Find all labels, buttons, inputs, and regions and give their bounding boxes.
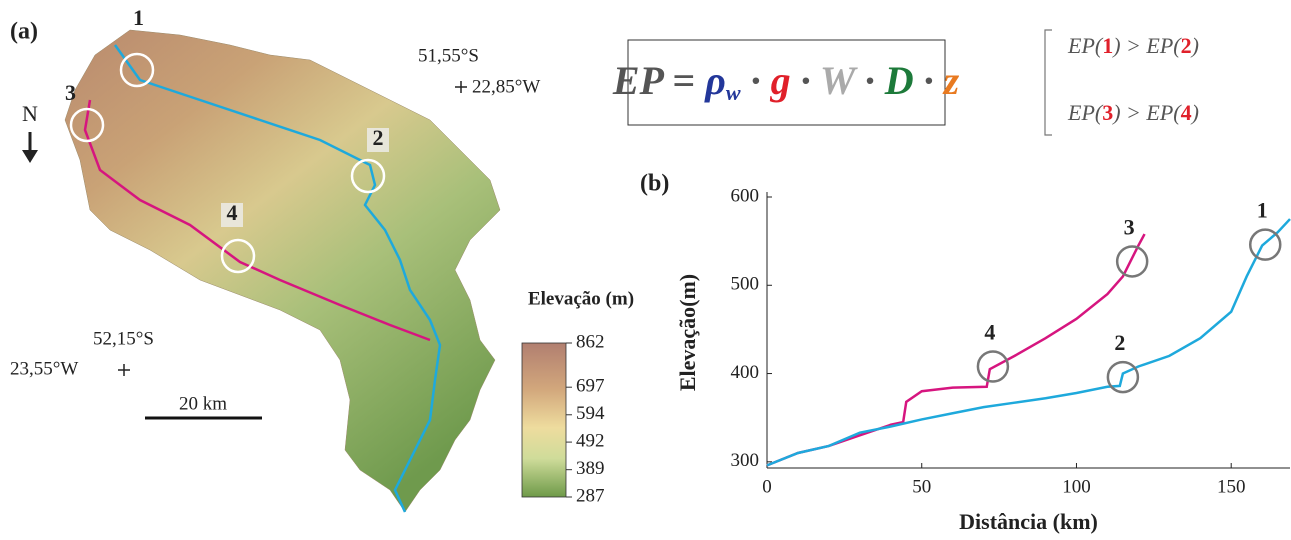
annotation-label: 4 [984,320,995,345]
watershed [65,30,500,512]
panel-label: (b) [640,171,669,197]
inequality-text: ) > EP( [1111,100,1182,125]
point-ref: 3 [1102,100,1113,125]
formula-term: g [770,58,791,103]
y-tick-label: 500 [731,274,760,295]
formula-term: D [884,58,914,103]
inequality-text: EP( [1067,100,1104,125]
colorbar-title: Elevação (m) [528,288,634,309]
formula-term: = [672,58,695,103]
scale-label: 20 km [179,393,227,414]
formula-term: · [751,58,761,103]
inequality-text: ) [1190,33,1199,58]
coordinate: 52,15°S [93,328,154,349]
y-tick-label: 300 [731,450,760,471]
formula-term: · [801,58,811,103]
point-label: 2 [373,125,384,150]
point-label: 3 [65,80,76,105]
annotation-circle [1117,246,1147,276]
inequality-text: ) > EP( [1111,33,1182,58]
annotation-label: 3 [1124,214,1135,239]
coordinate: 51,55°S [418,45,479,66]
colorbar-tick-label: 492 [576,430,605,451]
annotation-label: 2 [1114,330,1125,355]
inequality: EP(3) > EP(4) [1067,100,1199,125]
point-label: 1 [133,5,144,30]
formula-term: · [865,58,875,103]
north-arrowhead [22,150,38,163]
colorbar [522,343,566,497]
formula-term: w [726,80,741,105]
line-series [767,219,1290,465]
x-axis-label: Distância (km) [959,509,1098,534]
coord-cross [118,364,130,376]
point-ref: 2 [1181,33,1192,58]
point-label: 4 [227,200,238,225]
panel-label: (a) [10,19,38,45]
x-tick-label: 100 [1062,476,1091,497]
coord-cross [455,81,467,93]
north-label: N [22,101,38,126]
formula-term: EP [612,58,665,103]
x-tick-label: 50 [912,476,931,497]
annotation-circle [1250,230,1280,260]
inequality-text: EP( [1067,33,1104,58]
formula-term: ρ [704,58,726,103]
formula: EP = ρw · g · W · D · z [612,58,960,113]
line-series [767,234,1145,465]
colorbar-tick-label: 287 [576,485,605,506]
colorbar-tick-label: 389 [576,458,605,479]
annotation-label: 1 [1257,198,1268,223]
formula-term: · [924,58,934,103]
coordinate: 23,55°W [10,358,78,379]
colorbar-tick-label: 594 [576,403,605,424]
y-tick-label: 600 [731,185,760,206]
y-axis-label: Elevação(m) [675,274,700,391]
formula-term: W [820,58,858,103]
colorbar-tick-label: 697 [576,376,605,397]
point-ref: 4 [1181,100,1192,125]
figure: (a) 1 2 3 4 N 51,55°S 22,85°W 52,15°S 23… [0,0,1291,540]
point-ref: 1 [1102,33,1113,58]
y-tick-label: 400 [731,362,760,383]
x-tick-label: 150 [1217,476,1246,497]
formula-term: z [942,58,960,103]
inequality-text: ) [1190,100,1199,125]
colorbar-tick-label: 862 [576,331,605,352]
x-tick-label: 0 [762,476,772,497]
bracket [1045,30,1052,135]
inequality: EP(1) > EP(2) [1067,33,1199,58]
coordinate: 22,85°W [472,76,540,97]
